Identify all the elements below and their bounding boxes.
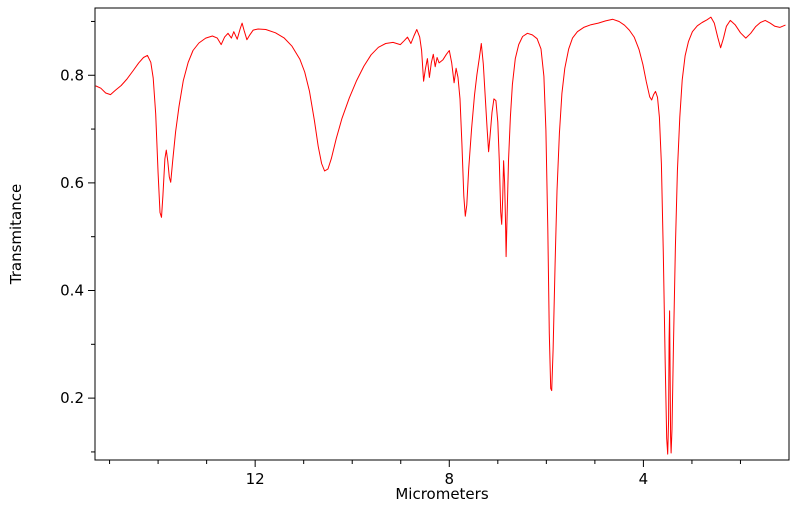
x-tick-label: 4 (639, 470, 649, 488)
spectrum-line (95, 16, 786, 455)
y-tick-label: 0.6 (60, 174, 84, 192)
y-axis-label: Transmitance (7, 183, 25, 285)
x-axis-label: Micrometers (395, 485, 489, 503)
x-tick-label: 8 (445, 470, 455, 488)
plot-frame (94, 7, 790, 461)
y-tick-label: 0.8 (60, 66, 84, 84)
y-tick-label: 0.4 (60, 282, 84, 300)
x-tick-label: 12 (246, 470, 265, 488)
y-tick-label: 0.2 (60, 389, 84, 407)
